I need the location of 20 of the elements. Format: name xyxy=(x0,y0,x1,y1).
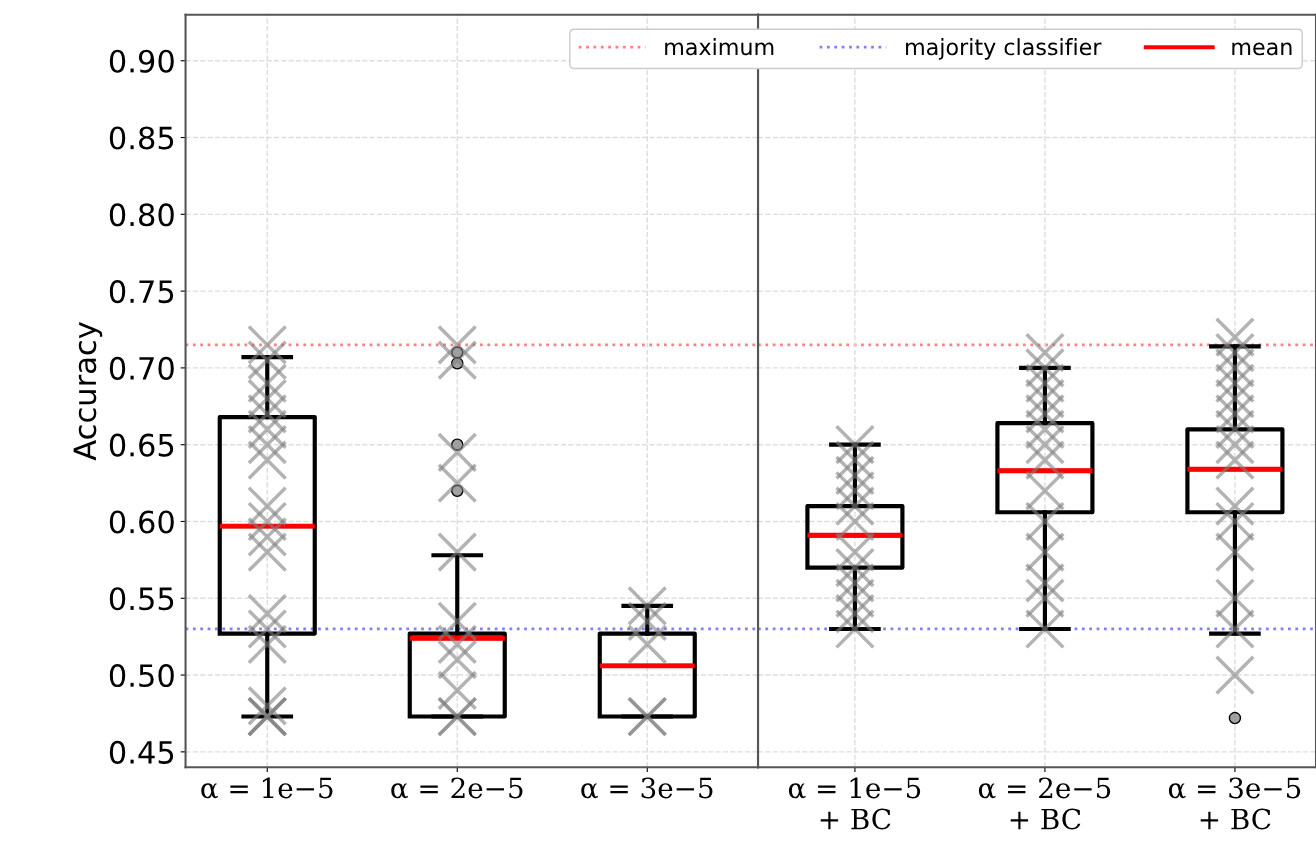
y-tick-label: 0.55 xyxy=(109,587,174,611)
y-tick-label: 0.90 xyxy=(109,49,174,73)
y-tick-label: 0.60 xyxy=(109,510,174,534)
y-tick-label: 0.50 xyxy=(109,663,174,688)
x-tick-label: α = 2e−5 + BC xyxy=(978,777,1111,830)
legend-label: majority classifier xyxy=(906,38,1102,60)
x-tick-label: α = 3e−5 xyxy=(581,777,713,799)
y-tick-label: 0.80 xyxy=(109,203,174,227)
y-tick-label: 0.45 xyxy=(109,740,174,764)
x-tick-label: α = 1e−5 xyxy=(201,777,333,799)
x-tick-label: α = 3e−5 + BC xyxy=(1168,777,1301,830)
x-tick-label: α = 1e−5 + BC xyxy=(788,777,921,830)
x-tick-label: α = 2e−5 xyxy=(391,777,523,799)
y-tick-label: 0.85 xyxy=(109,126,174,150)
text: mean xyxy=(1232,42,1292,56)
y-tick-label: 0.65 xyxy=(109,433,174,457)
y-tick-label: 0.70 xyxy=(109,356,174,380)
y-axis-title: Accuracy xyxy=(73,322,103,461)
y-tick-label: 0.75 xyxy=(109,280,174,304)
legend-label: maximum xyxy=(665,38,774,56)
